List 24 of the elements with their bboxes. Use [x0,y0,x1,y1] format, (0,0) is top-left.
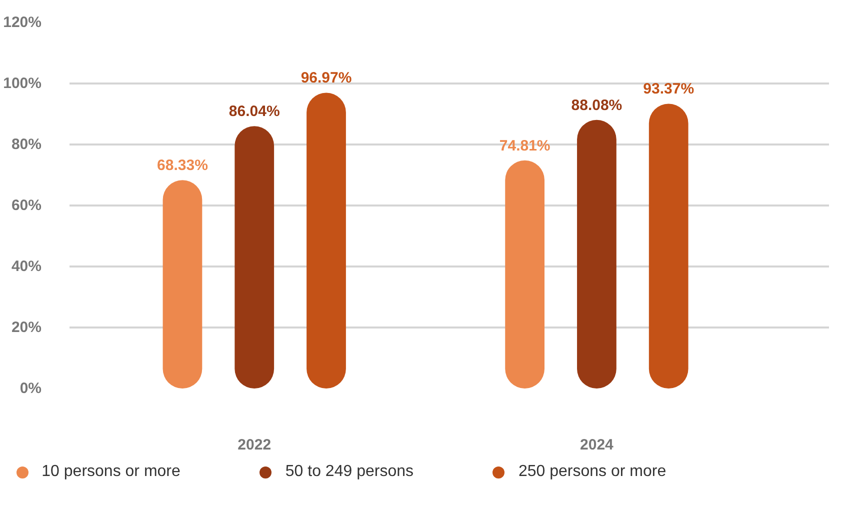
data-label: 74.81% [499,137,550,154]
y-tick-label: 60% [11,197,42,214]
y-tick-label: 0% [20,380,42,397]
data-label: 93.37% [643,80,694,98]
data-label: 96.97% [300,70,352,87]
y-tick-label: 100% [3,75,42,92]
bar [577,120,616,388]
y-tick-label: 80% [11,136,42,153]
bar [162,180,202,388]
y-tick-label: 20% [11,319,42,336]
bar [505,160,544,388]
data-label: 68.33% [157,157,208,174]
x-tick-label: 2022 [238,436,272,454]
data-label: 88.08% [571,96,622,114]
x-tick-label: 2024 [580,436,614,454]
legend-label: 250 persons or more [518,463,666,481]
bar [648,104,688,388]
legend-label: 50 to 249 persons [285,463,414,481]
y-tick-label: 40% [11,258,42,275]
bar [234,126,274,388]
legend-label: 10 persons or more [42,463,180,481]
bar [306,92,346,388]
y-tick-label: 120% [3,14,42,31]
data-label: 86.04% [228,103,280,120]
